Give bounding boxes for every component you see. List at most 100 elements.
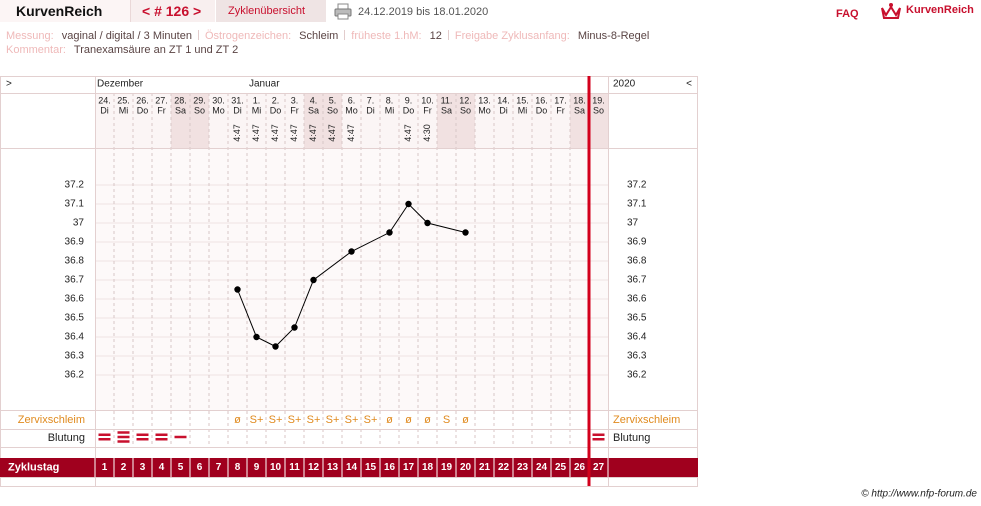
weekend-shade [304, 93, 323, 148]
cervical-symbol: S [443, 414, 450, 426]
date-label: 9. [405, 95, 413, 105]
y-tick-label: 37.1 [65, 199, 85, 210]
separator [447, 30, 449, 40]
time-label: 4:47 [289, 124, 299, 142]
info-row: Kommentar: Tranexamsäure an ZT 1 und ZT 2 [6, 44, 238, 56]
y-tick-label: 36.7 [65, 275, 85, 286]
weekday-label: Sa [574, 105, 585, 115]
bleeding-mark [98, 433, 111, 441]
cycle-day-label: 13 [327, 462, 339, 473]
print-icon[interactable] [334, 3, 352, 20]
weekday-label: Mi [518, 105, 528, 115]
time-label: 4:47 [327, 124, 337, 142]
weekday-label: So [194, 105, 205, 115]
separator [197, 30, 199, 40]
cycle-day-label: 17 [403, 462, 415, 473]
y-tick-label: 36.2 [65, 370, 85, 381]
date-range: 24.12.2019 bis 18.01.2020 [358, 6, 489, 18]
weekday-label: Mi [385, 105, 395, 115]
cycle-day-label: 22 [498, 462, 510, 473]
cervical-symbol: ø [234, 414, 241, 426]
overview-tab[interactable]: Zyklenübersicht [216, 0, 326, 22]
date-label: 14. [497, 95, 510, 105]
y-tick-label: 36.9 [627, 237, 647, 248]
brand[interactable]: KurvenReich [906, 4, 974, 16]
cycle-day-label: 14 [346, 462, 358, 473]
date-label: 17. [554, 95, 567, 105]
info-value: Minus-8-Regel [577, 30, 650, 42]
cervical-symbol: S+ [288, 414, 302, 426]
date-label: 28. [174, 95, 187, 105]
date-label: 6. [348, 95, 356, 105]
nav-next[interactable]: > [6, 79, 12, 90]
faq-link[interactable]: FAQ [836, 8, 859, 20]
cycle-day-label: 16 [384, 462, 396, 473]
cycle-day-label: 10 [270, 462, 282, 473]
cycle-day-bar [0, 458, 698, 477]
y-tick-label: 36.5 [65, 313, 85, 324]
date-label: 30. [212, 95, 225, 105]
weekday-label: Di [366, 105, 375, 115]
y-tick-label: 37.2 [65, 180, 85, 191]
cycle-day-label: 20 [460, 462, 472, 473]
logo[interactable]: KurvenReich [16, 3, 103, 19]
weekend-shade [456, 93, 475, 148]
time-label: 4:47 [346, 124, 356, 142]
weekday-label: Fr [423, 105, 432, 115]
info-value: Tranexamsäure an ZT 1 und ZT 2 [73, 44, 239, 56]
y-tick-label: 36.2 [627, 370, 647, 381]
cervical-symbol: S+ [250, 414, 264, 426]
date-label: 11. [441, 95, 453, 105]
cervical-symbol: S+ [269, 414, 283, 426]
date-label: 25. [117, 95, 130, 105]
time-label: 4:47 [270, 124, 280, 142]
cycle-day-label: 25 [555, 462, 567, 473]
bleeding-mark [136, 433, 149, 441]
weekday-label: Sa [441, 105, 452, 115]
overview-link[interactable]: Zyklenübersicht [228, 5, 306, 17]
separator [344, 30, 346, 40]
weekend-shade [190, 93, 209, 148]
date-label: 13. [478, 95, 491, 105]
row-label: Zyklustag [8, 461, 59, 473]
temperature-point [386, 229, 393, 236]
copyright: © http://www.nfp-forum.de [861, 489, 977, 500]
y-tick-label: 36.7 [627, 275, 647, 286]
date-label: 19. [592, 95, 605, 105]
weekday-label: So [327, 105, 338, 115]
weekend-shade [437, 93, 456, 148]
cycle-day-label: 7 [216, 462, 222, 473]
row-label: Zervixschleim [18, 414, 85, 426]
date-label: 26. [136, 95, 149, 105]
temperature-point [348, 248, 355, 255]
weekend-shade [570, 93, 589, 148]
date-label: 31. [231, 95, 244, 105]
y-tick-label: 37.1 [627, 199, 647, 210]
cervical-symbol: S+ [326, 414, 340, 426]
temperature-point [424, 219, 431, 227]
cervical-symbol: S+ [307, 414, 321, 426]
info-value: vaginal / digital / 3 Minuten [61, 30, 192, 42]
bleeding-mark [155, 433, 168, 441]
date-label: 29. [193, 95, 206, 105]
cycle-day-label: 1 [102, 462, 108, 473]
cycle-day-label: 18 [422, 462, 434, 473]
row-label: Zervixschleim [613, 414, 680, 426]
date-label: 7. [367, 95, 375, 105]
bleeding-mark [592, 433, 605, 441]
cycle-nav[interactable]: < # 126 > [142, 3, 202, 19]
date-label: 24. [98, 95, 111, 105]
y-tick-label: 36.8 [627, 256, 647, 267]
time-label: 4:30 [422, 124, 432, 142]
date-label: 2. [272, 95, 280, 105]
cycle-day-label: 9 [254, 462, 260, 473]
y-tick-label: 37 [73, 218, 85, 229]
weekday-label: Di [233, 105, 242, 115]
cycle-day-label: 26 [574, 462, 586, 473]
nav-prev[interactable]: < [686, 79, 692, 90]
weekday-label: Sa [175, 105, 186, 115]
weekend-shade [589, 93, 608, 148]
time-label: 4:47 [251, 124, 261, 142]
